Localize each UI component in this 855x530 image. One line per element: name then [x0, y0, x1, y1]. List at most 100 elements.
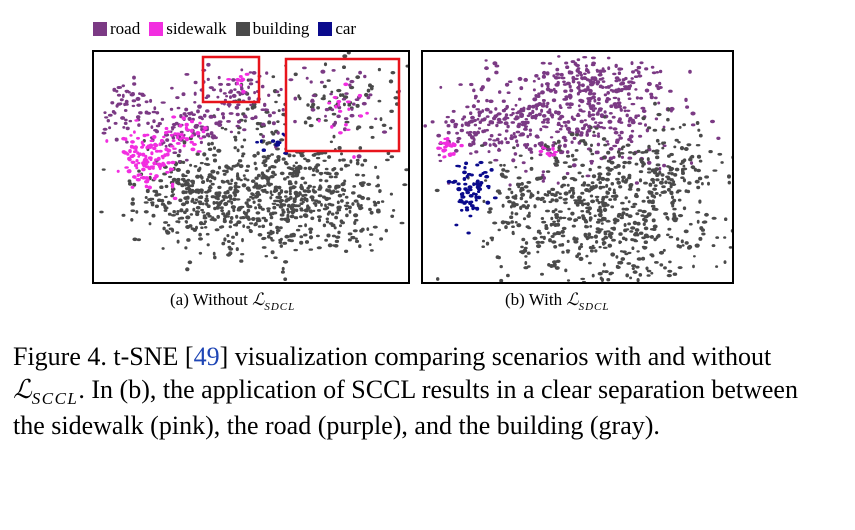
building-point	[550, 198, 555, 202]
zoom-source-box	[201, 55, 261, 104]
road-point	[612, 127, 618, 131]
building-point	[640, 214, 645, 217]
building-point	[482, 199, 486, 203]
road-point	[468, 130, 473, 134]
building-point	[299, 207, 304, 210]
building-point	[646, 213, 652, 217]
building-point	[590, 181, 595, 185]
road-point	[606, 91, 610, 95]
building-point	[537, 176, 542, 181]
building-point	[195, 152, 200, 156]
road-point	[281, 108, 285, 112]
building-point	[647, 199, 652, 204]
building-point	[661, 177, 664, 181]
building-point	[200, 175, 204, 180]
building-point	[217, 185, 222, 190]
building-point	[578, 256, 584, 261]
road-point	[184, 158, 189, 162]
building-point	[652, 128, 658, 132]
building-point	[670, 172, 674, 176]
building-point	[512, 146, 516, 150]
building-point	[256, 151, 260, 156]
road-point	[561, 135, 567, 140]
road-point	[651, 71, 657, 75]
building-point	[271, 170, 275, 175]
building-point	[638, 170, 644, 174]
building-point	[650, 168, 656, 172]
road-point	[583, 72, 587, 76]
building-point	[540, 217, 545, 220]
building-point	[555, 231, 560, 235]
building-point	[291, 232, 296, 237]
road-point	[540, 108, 544, 113]
car-point	[472, 192, 476, 196]
car-point	[468, 200, 473, 206]
building-point	[628, 151, 633, 154]
building-point	[210, 175, 215, 180]
building-point	[555, 191, 560, 194]
building-point	[497, 228, 501, 232]
building-point	[695, 211, 701, 214]
road-point	[608, 126, 613, 130]
building-point	[697, 128, 701, 132]
building-point	[605, 172, 611, 176]
building-point	[377, 99, 382, 103]
building-point	[366, 88, 371, 93]
citation-link[interactable]: 49	[193, 342, 220, 371]
building-point	[566, 183, 570, 187]
road-point	[540, 61, 546, 65]
building-point	[252, 200, 256, 204]
building-point	[485, 241, 490, 246]
road-point	[656, 86, 661, 91]
building-point	[171, 177, 177, 182]
road-point	[182, 112, 187, 116]
car-point	[469, 194, 474, 198]
building-point	[332, 244, 336, 247]
road-point	[473, 97, 477, 100]
building-point	[299, 183, 303, 187]
building-point	[354, 237, 358, 240]
building-point	[295, 194, 300, 198]
road-point	[565, 171, 570, 176]
building-point	[339, 224, 342, 228]
road-point	[644, 123, 647, 127]
building-point	[194, 198, 199, 201]
road-point	[454, 148, 459, 153]
road-point	[492, 139, 498, 142]
building-point	[224, 127, 228, 131]
road-point	[121, 93, 125, 98]
road-point	[528, 128, 533, 132]
road-point	[588, 88, 593, 94]
building-point	[277, 109, 281, 113]
building-point	[269, 229, 273, 233]
road-point	[515, 139, 519, 143]
building-point	[165, 230, 171, 235]
building-point	[646, 157, 650, 162]
building-point	[206, 243, 210, 247]
building-point	[569, 132, 575, 137]
building-point	[345, 201, 350, 205]
building-point	[356, 202, 360, 207]
road-point	[591, 61, 596, 65]
road-point	[486, 77, 491, 82]
car-point	[472, 182, 476, 187]
building-point	[514, 212, 519, 216]
building-point	[682, 123, 686, 127]
building-point	[656, 112, 662, 117]
building-point	[350, 236, 356, 240]
building-point	[265, 169, 270, 173]
building-point	[636, 149, 641, 153]
building-point	[283, 277, 288, 281]
building-point	[283, 217, 287, 221]
building-point	[185, 195, 190, 200]
building-point	[99, 210, 104, 214]
building-point	[648, 182, 653, 187]
building-point	[591, 185, 596, 189]
road-point	[336, 114, 341, 119]
road-point	[226, 102, 232, 107]
building-point	[234, 181, 238, 185]
building-point	[580, 243, 583, 246]
building-point	[227, 194, 233, 199]
building-point	[619, 216, 624, 220]
building-point	[215, 205, 219, 210]
